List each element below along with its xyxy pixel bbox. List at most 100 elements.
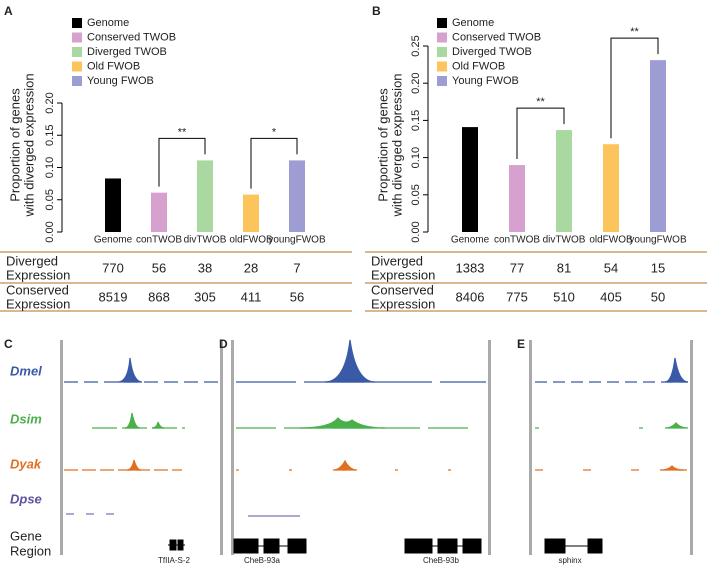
x-tick-label: conTWOB [136,235,182,246]
y-tick-label: 0.25 [410,35,422,56]
significance-bracket [158,137,206,187]
x-tick-label: oldFWOB [229,235,273,246]
legend-label: Old FWOB [87,60,140,72]
table-cell: 8519 [99,289,128,304]
table-cell: 50 [651,289,665,304]
table-cell: 868 [148,289,170,304]
legend-label: Conserved TWOB [452,31,541,43]
row-label: Diverged [371,253,423,268]
gene-name: CheB-93b [423,556,460,565]
table-cell: 770 [102,260,124,275]
legend-swatch [437,76,447,86]
y-tick-label: 0.05 [410,184,422,205]
significance-bracket [250,137,298,189]
bar [243,194,259,232]
legend-swatch [72,76,82,86]
legend-swatch [72,32,82,43]
row-label: Diverged [6,253,58,268]
dyak-track [64,459,688,471]
bar [509,165,525,232]
y-tick-label: 0.00 [410,221,422,242]
y-axis-label: Proportion of genes [375,88,390,202]
x-tick-label: oldFWOB [589,235,633,246]
legend-label: Diverged TWOB [87,46,167,58]
bar [197,160,213,232]
bar [603,144,619,232]
table-cell: 77 [510,260,524,275]
panel-label: E [517,337,525,351]
gene-region-label: Region [10,543,51,558]
legend-swatch [437,47,447,57]
table-cell: 8406 [456,289,485,304]
legend-label: Young FWOB [87,75,154,87]
legend-label: Genome [452,17,494,29]
significance-bracket [516,107,565,160]
table-cell: 305 [194,289,216,304]
y-axis-label: with diverged expression [389,73,404,217]
x-tick-label: divTWOB [543,235,586,246]
gene-region-label: Gene [10,528,42,543]
legend-swatch [437,61,447,72]
y-tick-label: 0.20 [410,72,422,93]
significance-bracket [610,37,659,139]
species-label: Dmel [10,363,42,378]
y-axis-label: with diverged expression [21,73,36,217]
legend-swatch [437,18,447,28]
table-cell: 56 [152,260,166,275]
bar [105,178,121,232]
gene-models [168,538,603,554]
table-cell: 28 [244,260,258,275]
table-cell: 38 [198,260,212,275]
bar [556,130,572,232]
x-tick-label: divTWOB [184,235,227,246]
table-cell: 15 [651,260,665,275]
row-label: Expression [371,267,435,282]
y-tick-label: 0.10 [44,157,56,178]
x-tick-label: conTWOB [494,235,540,246]
dsim-track [92,412,689,429]
legend-swatch [72,61,82,72]
row-label: Expression [6,296,70,311]
row-label: Conserved [371,282,434,297]
y-tick-label: 0.20 [44,92,56,113]
y-tick-label: 0.15 [44,125,56,146]
table-cell: 510 [553,289,575,304]
table-cell: 81 [557,260,571,275]
x-tick-label: youngFWOB [268,235,326,246]
bar [151,192,167,232]
legend-label: Genome [87,17,129,29]
species-label: Dyak [10,456,42,471]
row-label: Expression [6,267,70,282]
row-label: Expression [371,296,435,311]
table-cell: 1383 [456,260,485,275]
y-tick-label: 0.15 [410,110,422,131]
track-panels: C D E Dmel Dsim Dyak Dpse Gene Region Tf… [4,337,693,565]
table-cell: 775 [506,289,528,304]
significance-label: ** [630,26,639,38]
gene-name: TfIIA-S-2 [158,556,191,565]
significance-label: ** [178,126,187,138]
panel-border [231,340,234,555]
gene-name: CheB-93a [244,556,281,565]
x-tick-label: Genome [451,235,490,246]
bar [462,127,478,232]
y-tick-label: 0.00 [44,221,56,242]
x-tick-label: Genome [94,235,133,246]
dmel-track [64,339,689,383]
panel-border [488,340,491,555]
legend-swatch [437,32,447,43]
table-cell: 56 [290,289,304,304]
gene-name: sphinx [558,556,581,565]
bar [289,160,305,232]
table-cell: 405 [600,289,622,304]
bar [650,60,666,232]
panel-label: D [219,337,228,351]
legend-label: Young FWOB [452,75,519,87]
panel-label: A [4,4,13,18]
y-tick-label: 0.05 [44,189,56,210]
panel-border [529,340,532,555]
y-tick-label: 0.10 [410,147,422,168]
species-label: Dpse [10,491,42,506]
panel-border [220,340,223,555]
